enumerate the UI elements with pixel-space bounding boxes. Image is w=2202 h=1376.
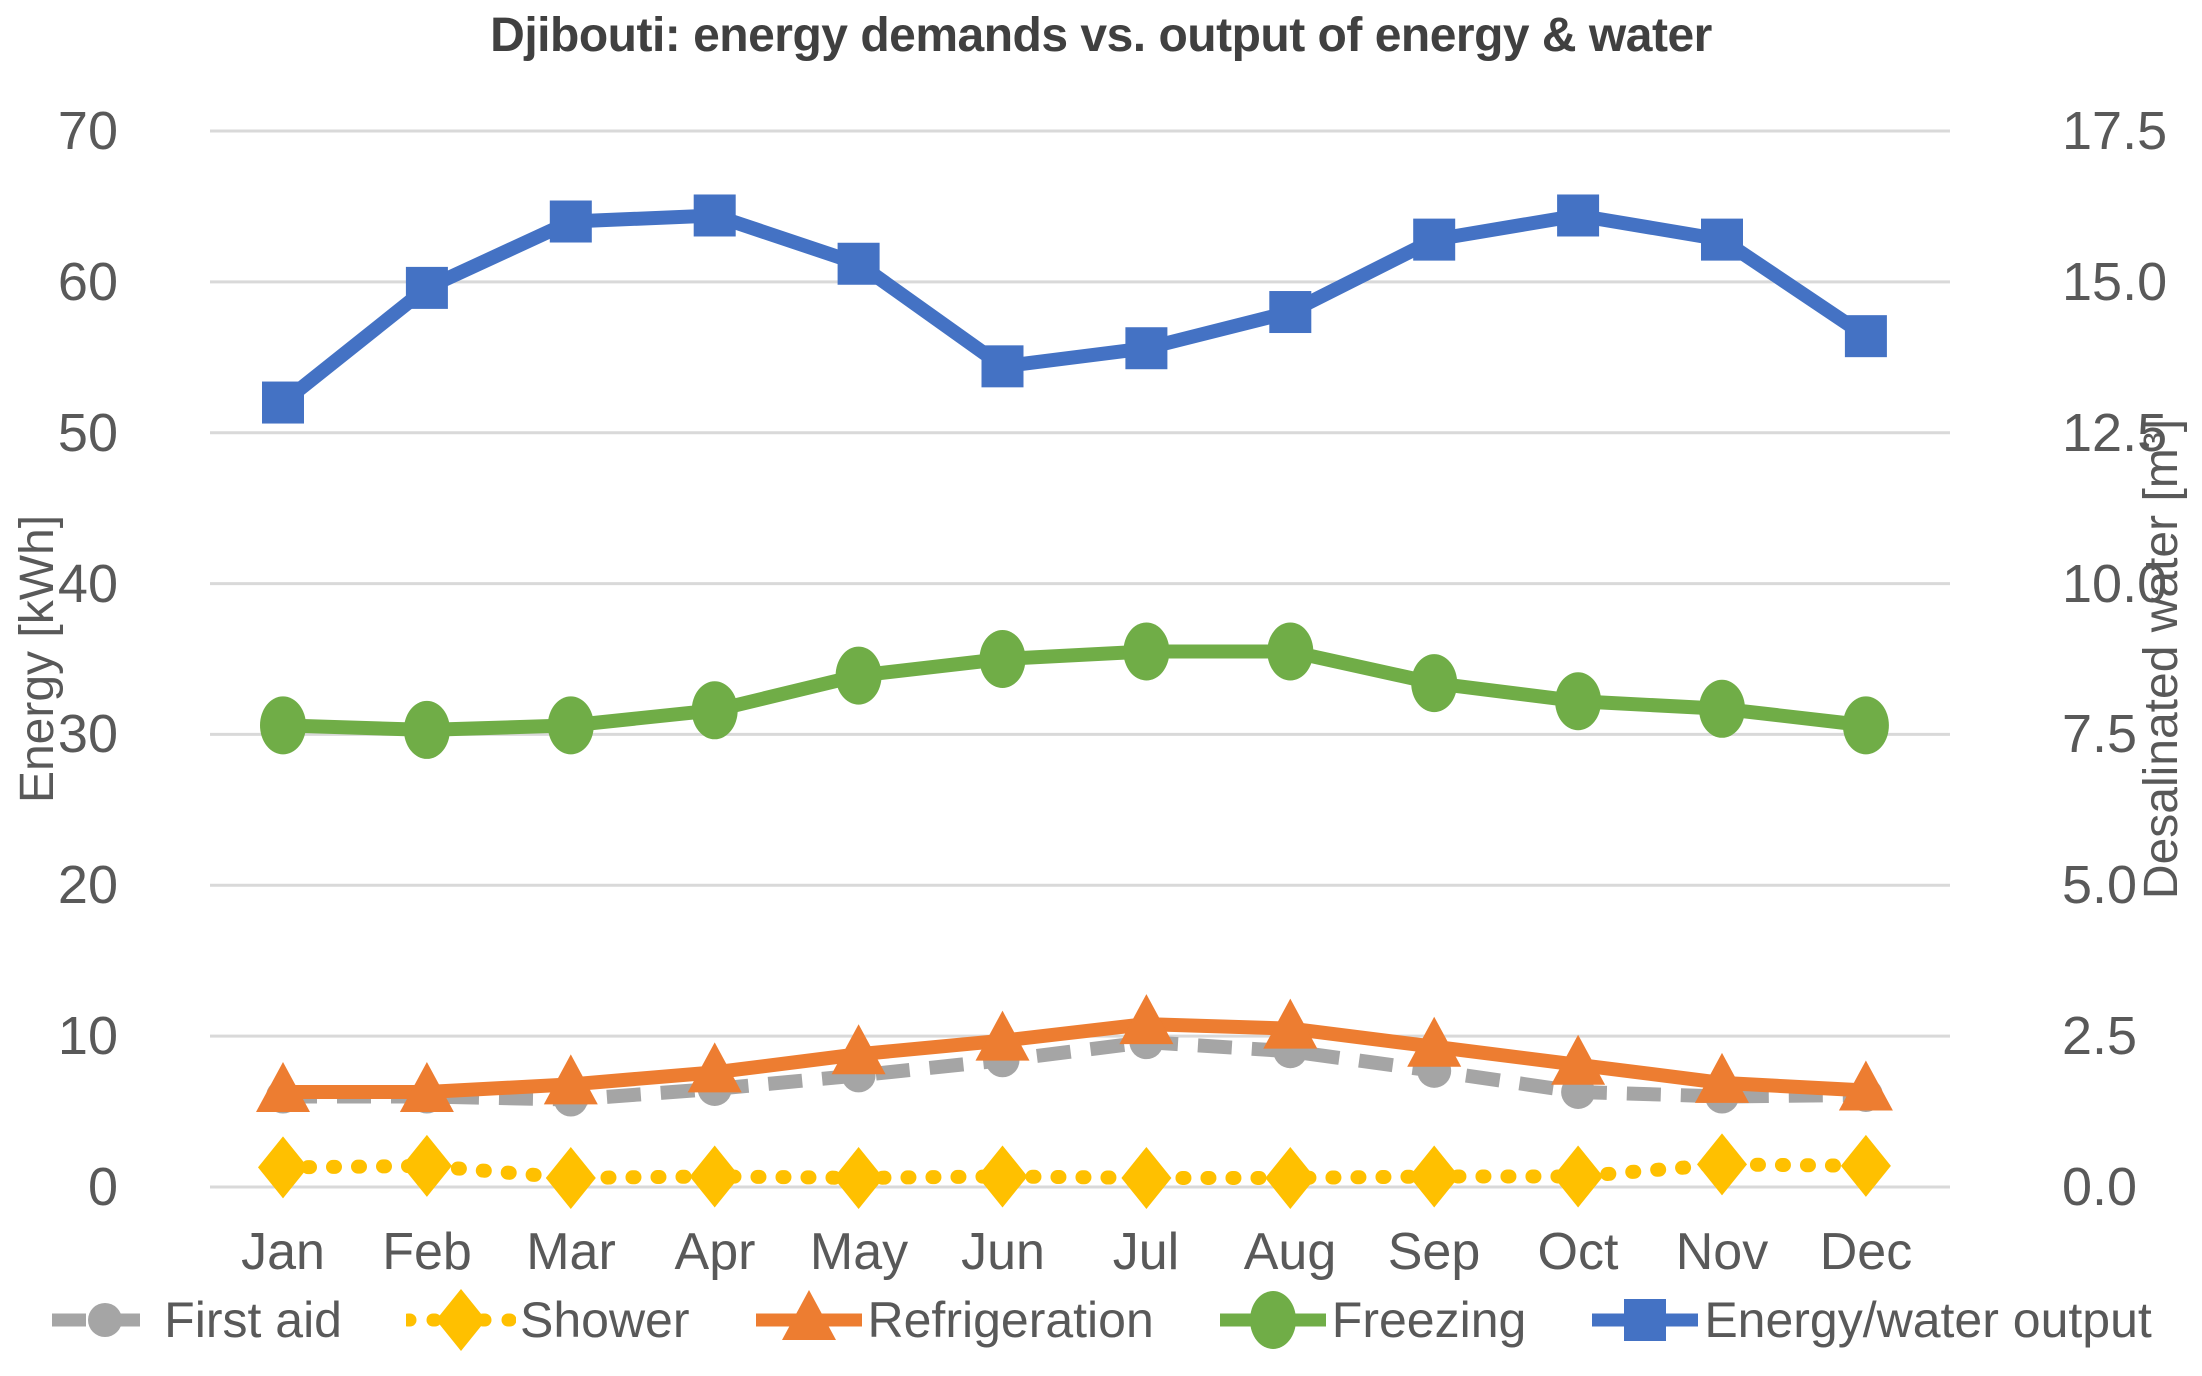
legend-label-first-aid: First aid — [164, 1292, 342, 1348]
chart-title: Djibouti: energy demands vs. output of e… — [490, 9, 1712, 62]
freezing-series-marker-icon — [1218, 1288, 1328, 1352]
legend-item-shower: Shower — [401, 1288, 690, 1352]
y-right-axis-title: Desalinated water [m³] — [2135, 418, 2188, 900]
legend: First aid Shower Refrigeration Freezing … — [0, 1288, 2202, 1352]
y-left-tick: 70 — [57, 101, 118, 161]
x-tick-apr: Apr — [674, 1223, 756, 1281]
x-tick-mar: Mar — [526, 1223, 616, 1281]
y-left-tick: 60 — [57, 252, 118, 312]
x-tick-sep: Sep — [1387, 1223, 1481, 1281]
legend-label-refrigeration: Refrigeration — [867, 1292, 1154, 1348]
x-tick-may: May — [809, 1223, 909, 1281]
energy-water-output-series-marker-icon — [1590, 1288, 1700, 1352]
y-left-tick: 10 — [57, 1006, 118, 1066]
y-right-tick: 2.5 — [2062, 1006, 2138, 1066]
y-left-tick: 20 — [57, 855, 118, 915]
legend-item-energy-water-output: Energy/water output — [1590, 1288, 2152, 1352]
y-right-tick: 0.0 — [2062, 1157, 2138, 1217]
y-right-tick: 12.5 — [2062, 403, 2168, 463]
x-tick-jan: Jan — [241, 1223, 325, 1281]
y-left-tick: 30 — [57, 704, 118, 764]
y-left-tick: 50 — [57, 403, 118, 463]
y-left-tick: 40 — [57, 554, 118, 614]
refrigeration-series-marker-icon — [754, 1288, 864, 1352]
x-tick-nov: Nov — [1675, 1223, 1769, 1281]
y-right-tick: 5.0 — [2062, 855, 2138, 915]
y-left-axis-title: Energy [kWh] — [11, 514, 64, 804]
legend-label-energy-water-output: Energy/water output — [1704, 1292, 2152, 1348]
x-tick-jun: Jun — [961, 1223, 1045, 1281]
legend-item-freezing: Freezing — [1218, 1288, 1527, 1352]
y-right-tick: 15.0 — [2062, 252, 2168, 312]
x-tick-oct: Oct — [1537, 1223, 1619, 1281]
legend-item-first-aid: First aid — [50, 1288, 342, 1352]
shower-series-marker-icon — [401, 1288, 521, 1352]
y-right-tick: 17.5 — [2062, 101, 2168, 161]
y-right-tick: 7.5 — [2062, 704, 2138, 764]
legend-label-shower: Shower — [519, 1292, 690, 1348]
x-tick-aug: Aug — [1243, 1223, 1337, 1281]
first-aid-series-marker-icon — [50, 1288, 160, 1352]
y-left-tick: 0 — [87, 1157, 118, 1217]
y-right-tick: 10.0 — [2062, 554, 2168, 614]
legend-item-refrigeration: Refrigeration — [754, 1288, 1154, 1352]
x-tick-dec: Dec — [1819, 1223, 1913, 1281]
x-tick-feb: Feb — [382, 1223, 472, 1281]
x-tick-jul: Jul — [1112, 1223, 1180, 1281]
legend-label-freezing: Freezing — [1331, 1292, 1527, 1348]
